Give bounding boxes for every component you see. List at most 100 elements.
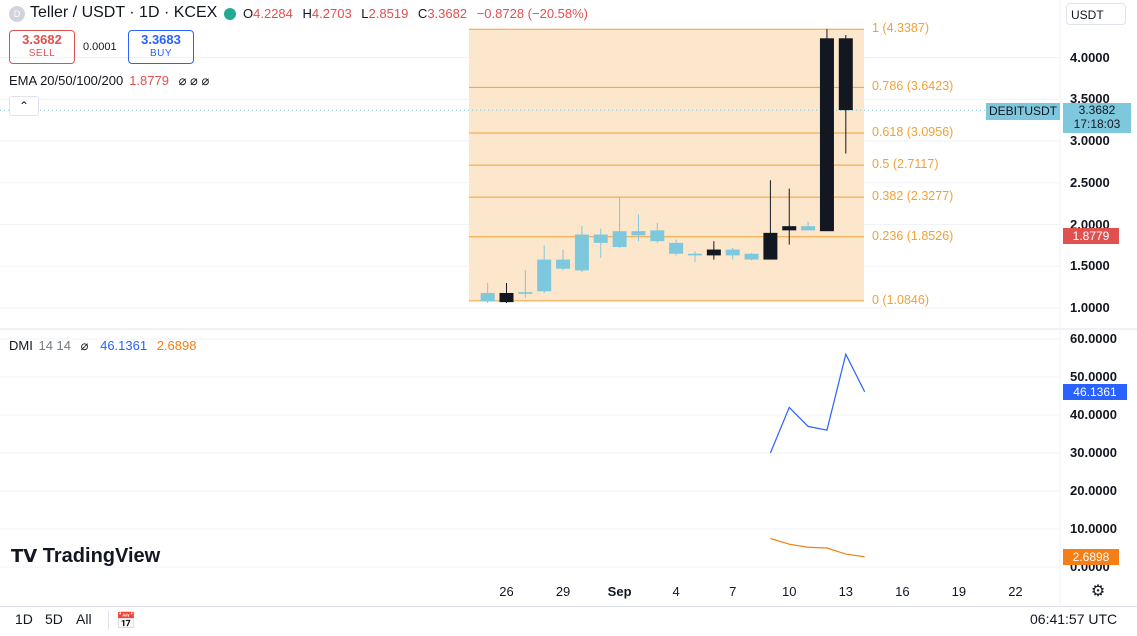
ema-value: 1.8779 xyxy=(129,73,169,88)
dmi-minus-tag: 2.6898 xyxy=(1063,549,1119,565)
range-all-button[interactable]: All xyxy=(76,611,92,627)
time-tick-label: 13 xyxy=(838,584,854,599)
price-tick-label: 4.0000 xyxy=(1070,49,1110,65)
time-tick-label: 10 xyxy=(782,584,797,599)
visibility-icon[interactable]: ⌀ xyxy=(80,338,89,353)
close-value: 3.3682 xyxy=(427,6,468,21)
dmi-plus-tag: 46.1361 xyxy=(1063,384,1127,400)
bottom-toolbar xyxy=(0,606,1137,636)
candle-body xyxy=(838,38,853,111)
time-tick-label: Sep xyxy=(607,584,632,599)
range-5d-button[interactable]: 5D xyxy=(45,611,63,627)
high-value: 4.2703 xyxy=(311,6,352,21)
dmi-tick-label: 10.0000 xyxy=(1070,521,1117,536)
candle-body xyxy=(669,242,684,254)
dmi-plus-value: 46.1361 xyxy=(100,338,148,353)
low-label: L xyxy=(361,6,369,21)
sell-label: SELL xyxy=(28,48,56,59)
time-tick-label: 16 xyxy=(895,584,910,599)
sell-price: 3.3682 xyxy=(22,32,62,47)
buy-label: BUY xyxy=(149,48,173,59)
fib-level-label: 0 (1.0846) xyxy=(872,292,929,307)
calendar-range-icon[interactable]: 📅 xyxy=(116,613,136,630)
dmi-tick-label: 30.0000 xyxy=(1070,445,1117,460)
utc-clock[interactable]: 06:41:57 UTC xyxy=(1030,611,1118,627)
dmi-params: 14 14 xyxy=(38,338,72,353)
time-tick-label: 4 xyxy=(672,584,680,599)
time-tick-label: 29 xyxy=(555,584,571,599)
open-label: O xyxy=(243,6,254,21)
dmi-minus-value: 2.6898 xyxy=(156,338,197,353)
candle-body xyxy=(763,232,778,260)
candle-body xyxy=(593,234,608,243)
spread-value: 0.0001 xyxy=(83,41,117,53)
time-tick-label: 7 xyxy=(729,584,737,599)
dmi-label: DMI xyxy=(9,338,33,353)
price-tick-label: 2.5000 xyxy=(1070,174,1110,190)
tradingview-logo[interactable]: 𝗧𝗩 TradingView xyxy=(11,545,160,568)
settings-gear-icon[interactable]: ⚙ xyxy=(1090,583,1106,600)
change-value: −0.8728 (−20.58%) xyxy=(476,6,589,21)
candle-body xyxy=(480,292,495,302)
price-tick-label: 1.5000 xyxy=(1070,258,1110,274)
symbol-price-tag: DEBITUSDT xyxy=(986,103,1060,120)
close-label: C xyxy=(417,6,428,21)
price-tick-label: 3.5000 xyxy=(1070,91,1110,107)
last-price: 3.3682 xyxy=(1078,103,1116,117)
currency-select[interactable]: USDT xyxy=(1066,3,1126,25)
range-1d-button[interactable]: 1D xyxy=(15,611,33,627)
last-price-tag: 3.3682 17:18:03 xyxy=(1063,103,1131,133)
candle-body xyxy=(706,249,721,256)
market-open-dot-icon xyxy=(224,8,236,20)
high-label: H xyxy=(302,6,312,21)
candle-body xyxy=(688,253,702,256)
symbol-title[interactable]: Teller / USDT · 1D · KCEX xyxy=(30,4,218,21)
time-tick-label: 22 xyxy=(1008,584,1023,599)
fib-level-label: 0.5 (2.7117) xyxy=(872,157,939,172)
candle-body xyxy=(650,230,665,242)
candle-body xyxy=(499,292,514,303)
chevron-up-icon: ⌃ xyxy=(18,99,30,113)
bar-countdown: 17:18:03 xyxy=(1073,117,1121,131)
ohlc-readout: O4.2284 H4.2703 L2.8519 C3.3682 −0.8728 … xyxy=(243,6,588,21)
candle-body xyxy=(612,231,627,248)
low-value: 2.8519 xyxy=(368,6,409,21)
ema-label: EMA 20/50/100/200 xyxy=(9,73,124,88)
dmi-tick-label: 20.0000 xyxy=(1070,483,1117,498)
time-tick-label: 26 xyxy=(499,584,514,599)
candle-body xyxy=(518,292,533,294)
time-tick-label: 19 xyxy=(951,584,967,599)
ema-price-tag: 1.8779 xyxy=(1063,228,1119,244)
dmi-tick-label: 60.0000 xyxy=(1070,331,1117,346)
fib-level-label: 0.786 (3.6423) xyxy=(872,79,954,94)
sell-button[interactable]: 3.3682 SELL xyxy=(9,30,75,64)
candle-body xyxy=(782,226,797,231)
candle-body xyxy=(744,253,759,260)
tv-logo-icon: 𝗧𝗩 xyxy=(11,546,38,566)
price-tick-label: 3.0000 xyxy=(1070,133,1110,148)
candle-body xyxy=(537,259,552,292)
buy-button[interactable]: 3.3683 BUY xyxy=(128,30,194,64)
candle-body xyxy=(574,234,589,271)
token-logo-icon: D xyxy=(9,6,25,22)
collapse-legend-button[interactable]: ⌃ xyxy=(9,96,39,116)
candle-body xyxy=(801,226,816,231)
visibility-icons[interactable]: ⌀ ⌀ ⌀ xyxy=(178,73,210,88)
candlesticks xyxy=(480,29,853,303)
buy-price: 3.3683 xyxy=(141,32,181,47)
dmi-tick-label: 40.0000 xyxy=(1070,407,1117,422)
fib-level-label: 0.382 (2.3277) xyxy=(872,189,954,204)
dmi-tick-label: 50.0000 xyxy=(1070,369,1117,384)
candle-body xyxy=(631,231,646,236)
dmi-legend[interactable]: DMI 14 14 ⌀ 46.1361 2.6898 xyxy=(9,338,196,354)
price-tick-label: 2.0000 xyxy=(1070,216,1110,232)
candle-body xyxy=(556,259,571,269)
ema-legend[interactable]: EMA 20/50/100/200 1.8779 ⌀ ⌀ ⌀ xyxy=(9,73,209,89)
brand-name: TradingView xyxy=(42,545,161,567)
ohlc-background xyxy=(243,2,621,24)
price-tick-label: 1.0000 xyxy=(1070,300,1110,315)
separator xyxy=(108,610,109,630)
dmi-minus-line xyxy=(770,537,865,558)
fib-level-label: 0.236 (1.8526) xyxy=(872,228,954,243)
